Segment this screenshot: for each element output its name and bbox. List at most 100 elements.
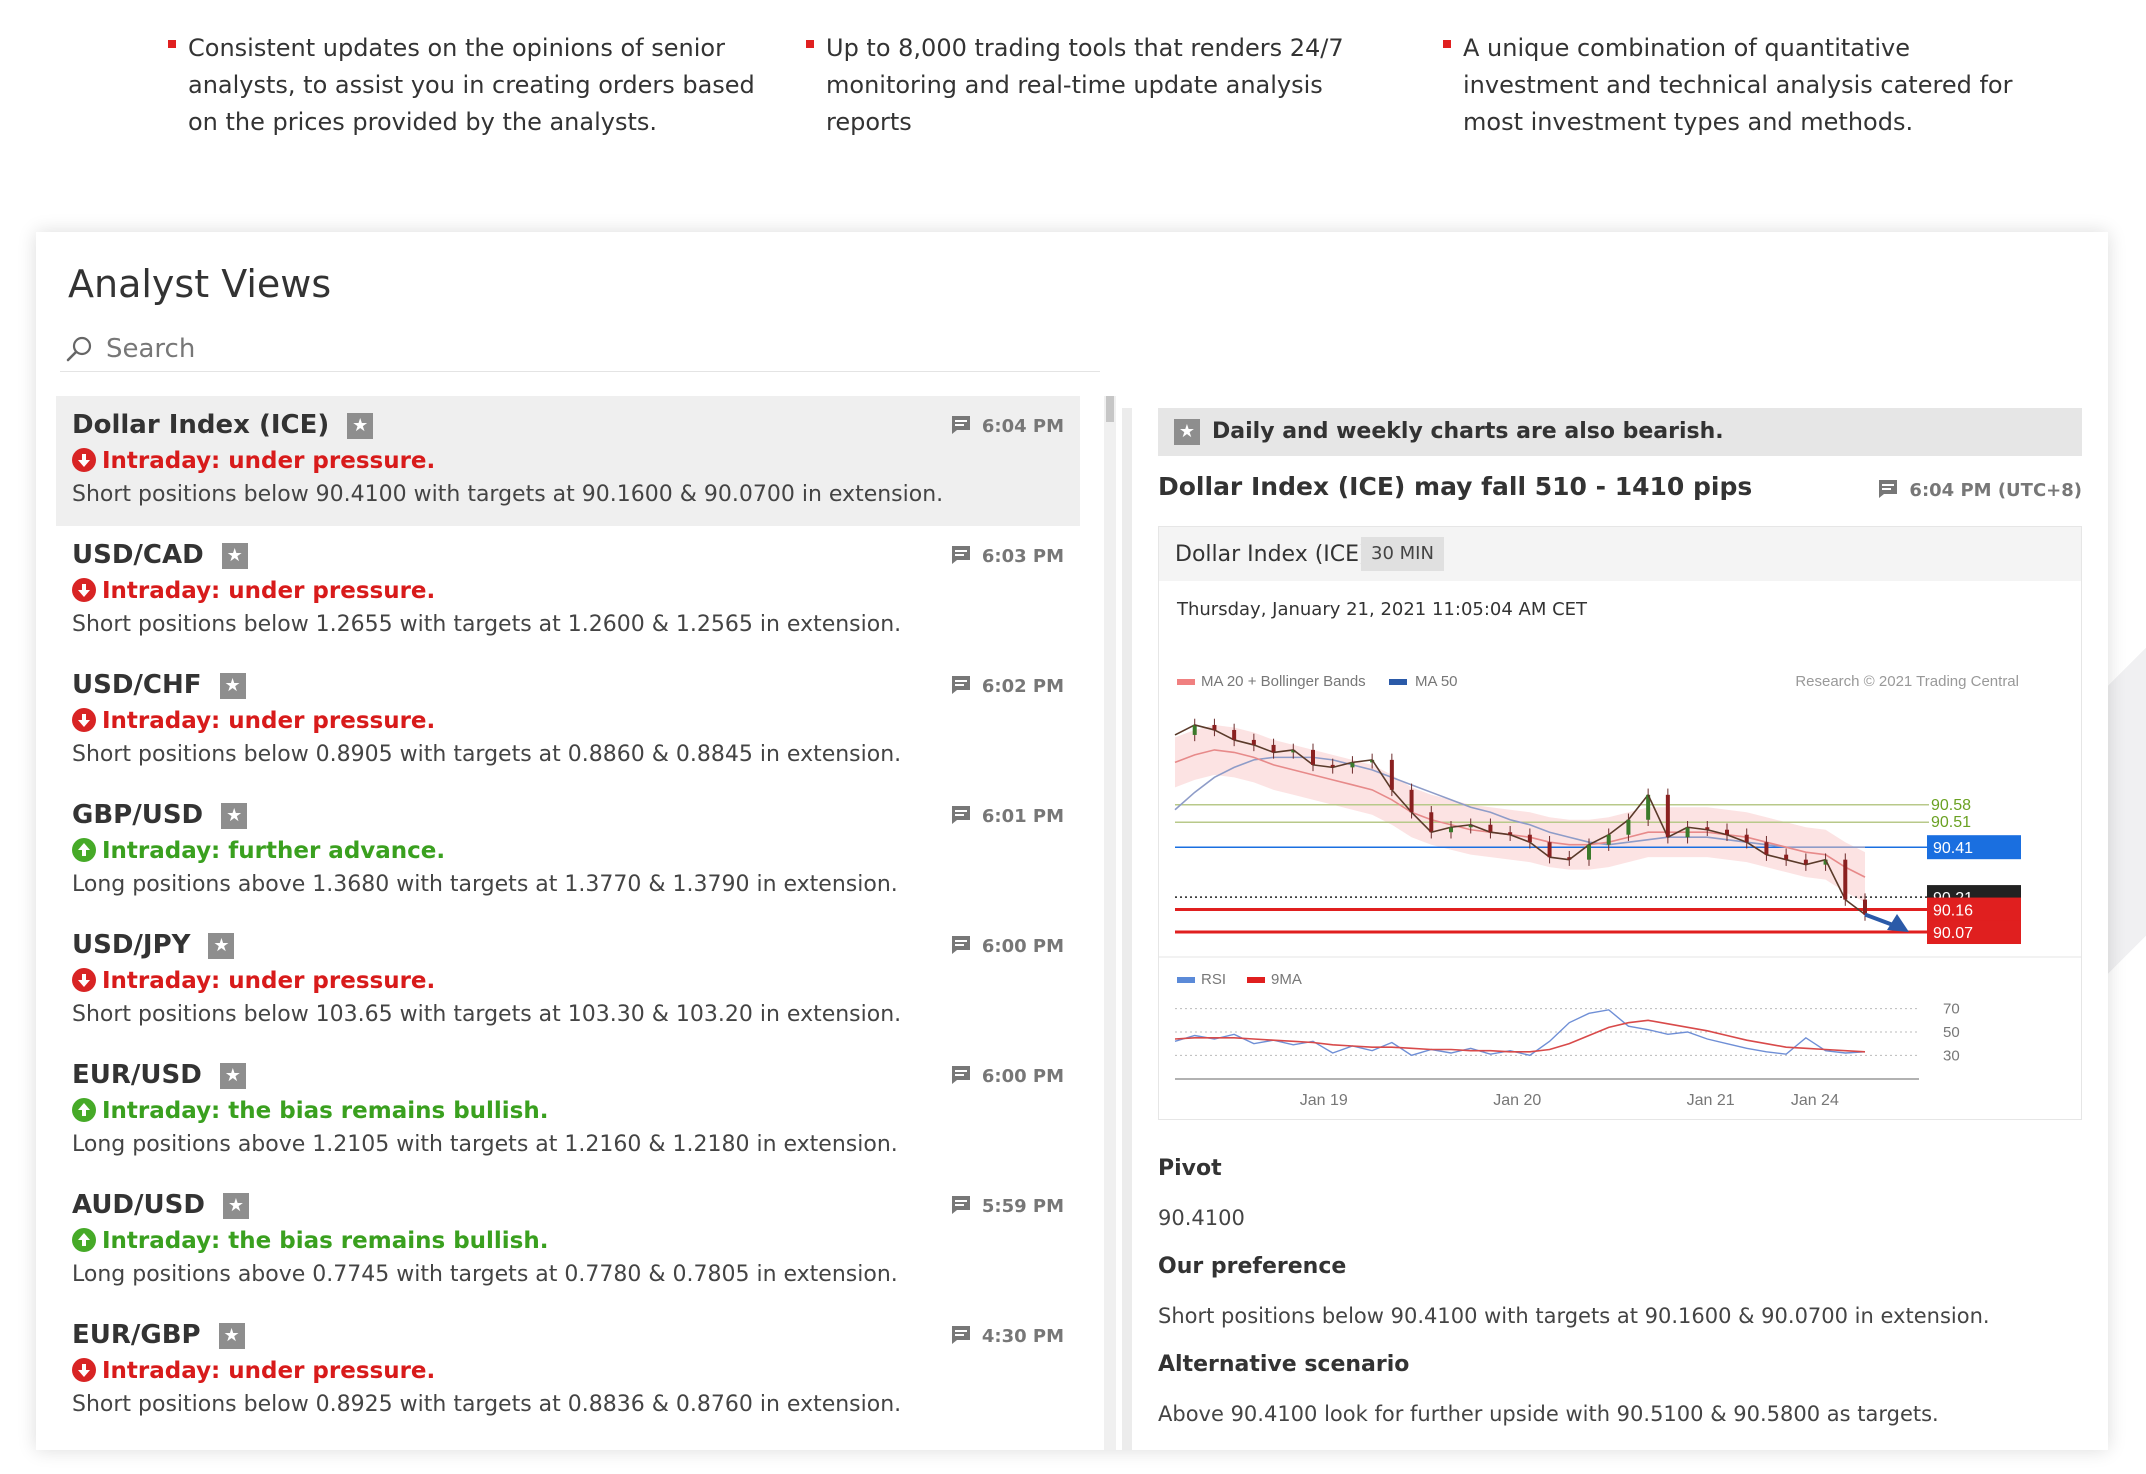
rsi-tick-label: 70 [1943, 1001, 1960, 1018]
star-icon[interactable]: ★ [222, 1193, 249, 1219]
alternative-label: Alternative scenario [1158, 1352, 1410, 1377]
comment-icon [1879, 480, 1898, 498]
trend-text: Intraday: further advance. [102, 838, 446, 864]
pane-divider[interactable] [1122, 408, 1132, 1450]
analyst-views-panel: Analyst Views Dollar Index (ICE) ★ 6:04 PM… [36, 232, 2108, 1450]
instrument-label: AUD/USD [72, 1190, 205, 1220]
item-description: Short positions below 103.65 with target… [72, 1002, 902, 1027]
bullet-marker [806, 40, 814, 48]
search-input[interactable] [106, 332, 1006, 366]
trend-status: Intraday: under pressure. [72, 968, 435, 994]
feature-text: Up to 8,000 trading tools that renders 2… [826, 34, 1344, 136]
price-segment [1391, 789, 1413, 813]
price-segment [1805, 858, 1826, 866]
legend-swatch [1389, 679, 1407, 685]
trend-text: Intraday: the bias remains bullish. [102, 1228, 549, 1254]
comment-icon[interactable] [950, 1324, 972, 1346]
list-item[interactable]: Dollar Index (ICE) ★ 6:04 PM Intraday: unde… [56, 396, 1080, 526]
candle-body [1212, 724, 1217, 730]
comment-icon[interactable] [950, 934, 972, 956]
star-icon[interactable]: ★ [1174, 419, 1200, 445]
comment-icon[interactable] [950, 544, 972, 566]
scrollbar-thumb[interactable] [1106, 396, 1114, 422]
candle-body [1527, 834, 1532, 843]
item-description: Short positions below 1.2655 with target… [72, 612, 902, 637]
instrument-label: GBP/USD [72, 800, 204, 830]
candle-body [1311, 749, 1315, 765]
rsi-line [1174, 1009, 1866, 1057]
panel-title: Analyst Views [68, 262, 332, 306]
candle-body [1606, 834, 1611, 845]
rsi-tick-label: 50 [1943, 1024, 1960, 1041]
candle-body [1330, 764, 1335, 768]
candle-body [1803, 859, 1808, 865]
star-icon[interactable]: ★ [208, 933, 235, 959]
comment-icon[interactable] [950, 1064, 972, 1086]
candle-body [1409, 789, 1414, 813]
detail-timestamp: 6:04 PM (UTC+8) [1877, 478, 2082, 501]
bullet-marker [1443, 40, 1451, 48]
list-item[interactable]: AUD/USD ★ 5:59 PM Intraday: the bias remain… [56, 1176, 1080, 1306]
price-segment [1707, 828, 1728, 836]
comment-icon[interactable] [950, 1194, 972, 1216]
candle-body [1646, 794, 1651, 820]
candle-body [1271, 744, 1276, 753]
x-tick-label: Jan 19 [1300, 1092, 1348, 1109]
price-level-label: 90.58 [1931, 797, 1971, 814]
star-icon[interactable]: ★ [219, 673, 246, 699]
price-segment [1667, 826, 1688, 838]
candle-body [1468, 824, 1473, 828]
comment-icon[interactable] [950, 804, 972, 826]
item-time-text: 6:04 PM [981, 416, 1064, 437]
list-item[interactable]: EUR/GBP ★ 4:30 PM Intraday: under pressure.… [56, 1306, 1080, 1436]
item-time: 6:03 PM [950, 544, 1064, 567]
timeframe-badge[interactable]: 30 MIN [1361, 537, 1444, 571]
item-description: Short positions below 0.8925 with target… [72, 1392, 902, 1417]
item-description: Long positions above 1.3680 with targets… [72, 872, 898, 897]
candle-body [1449, 827, 1453, 833]
item-time-text: 5:59 PM [981, 1196, 1064, 1217]
list-item[interactable]: GBP/USD ★ 6:01 PM Intraday: further advance… [56, 786, 1080, 916]
ma20-line [1174, 749, 1866, 878]
candle-body [1725, 829, 1729, 835]
list-item[interactable]: USD/CHF ★ 6:02 PM Intraday: under pressure.… [56, 656, 1080, 786]
list-item[interactable]: USD/CAD ★ 6:03 PM Intraday: under pressure.… [56, 526, 1080, 656]
star-icon[interactable]: ★ [221, 543, 248, 569]
star-icon[interactable]: ★ [218, 1323, 245, 1349]
price-level-tag [1927, 897, 2021, 922]
instrument-name: EUR/GBP ★ [72, 1320, 245, 1350]
candle-body [1744, 834, 1749, 843]
candle-body [1587, 844, 1591, 860]
arrow-down-icon [72, 448, 96, 472]
star-icon[interactable]: ★ [221, 803, 248, 829]
instrument-name: Dollar Index (ICE) ★ [72, 410, 374, 440]
instrument-label: Dollar Index (ICE) [72, 410, 330, 440]
list-item[interactable]: EUR/USD ★ 6:00 PM Intraday: the bias remain… [56, 1046, 1080, 1176]
price-segment [1352, 759, 1373, 764]
list-scrollbar[interactable] [1104, 396, 1116, 1450]
arrow-up-icon [72, 838, 96, 862]
comment-icon[interactable] [950, 674, 972, 696]
chart-canvas: MA 20 + Bollinger Bands MA 50 Research © 2… [1159, 673, 2081, 1109]
price-segment [1431, 826, 1452, 834]
comment-icon[interactable] [950, 414, 972, 436]
price-segment [1746, 841, 1767, 856]
trend-text: Intraday: under pressure. [102, 708, 436, 734]
detail-time-text: 6:04 PM (UTC+8) [1909, 480, 2082, 501]
candle-body [1784, 854, 1789, 860]
star-icon[interactable]: ★ [219, 1063, 246, 1089]
item-description: Short positions below 0.8905 with target… [72, 742, 902, 767]
price-segment [1687, 826, 1708, 831]
instrument-name: EUR/USD ★ [72, 1060, 246, 1090]
rsi-tick-label: 30 [1943, 1047, 1960, 1064]
arrow-down-icon [72, 968, 96, 992]
price-level-tag [1927, 920, 2021, 945]
arrow-up-icon [72, 1098, 96, 1122]
rsi-ma-line [1174, 1019, 1866, 1053]
price-level-label: 90.51 [1931, 814, 1971, 831]
item-time: 6:00 PM [950, 1064, 1064, 1087]
feature-text: A unique combination of quantitative inv… [1463, 34, 2013, 136]
star-icon[interactable]: ★ [347, 413, 374, 439]
list-item[interactable]: USD/JPY ★ 6:00 PM Intraday: under pressure.… [56, 916, 1080, 1046]
bullet-marker [168, 40, 176, 48]
